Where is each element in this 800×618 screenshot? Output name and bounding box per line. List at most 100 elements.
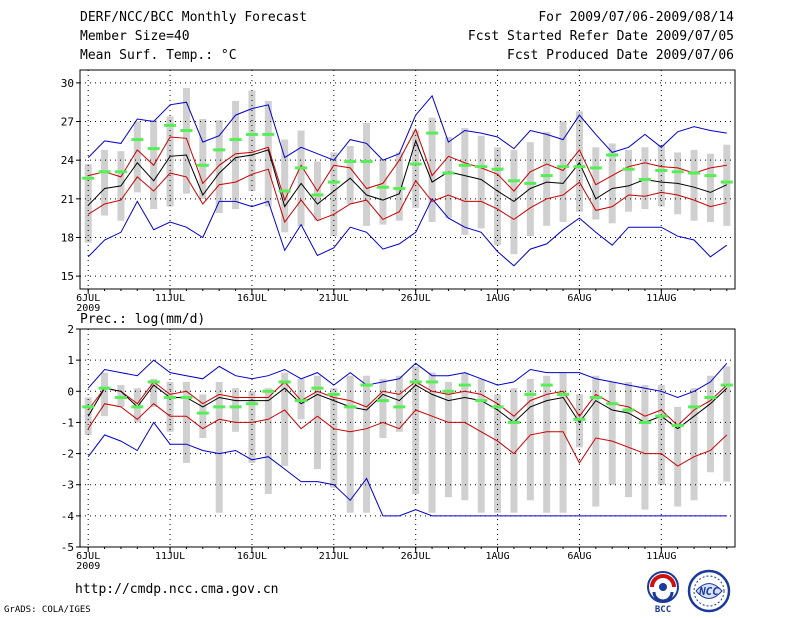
prec-box-bar (313, 375, 321, 470)
temp-line-min (87, 94, 727, 161)
prec-box-bar (379, 378, 387, 438)
source-url[interactable]: http://cmdp.ncc.cma.gov.cn (75, 582, 279, 597)
bcc-logo: BCC (647, 571, 679, 614)
temp-xtick-label: 6JUL (76, 293, 100, 304)
temp-box-bar (84, 164, 92, 243)
prec-box-bar (330, 388, 338, 488)
temp-ytick-label: 21 (61, 193, 74, 206)
prec-box-bar (510, 388, 518, 513)
prec-box-bar (412, 366, 420, 495)
prec-box-bar (281, 372, 289, 467)
temp-box-bar (346, 146, 354, 204)
temp-box-bar (281, 139, 289, 233)
prec-line-upper (87, 381, 728, 427)
forecast-produced-date: Fcst Produced Date 2009/07/06 (507, 48, 734, 63)
prec-box-bar (559, 372, 567, 513)
temp-ytick-label: 15 (61, 270, 74, 283)
prec-box-bar (166, 381, 174, 432)
prec-box-bar (625, 381, 633, 498)
prec-box-bar (248, 391, 256, 463)
temp-xtick-label: 11JUL (155, 293, 185, 304)
temp-box-bar (526, 142, 534, 237)
prec-ytick-label: 1 (67, 354, 74, 367)
prec-xtick-label: 21JUL (319, 551, 349, 562)
temp-box-bar (494, 147, 502, 246)
temp-ytick-label: 18 (61, 231, 74, 244)
prec-box-bar (232, 388, 240, 432)
temp-box-bar (379, 158, 387, 225)
prec-line-min (87, 421, 727, 517)
prec-xtick-sublabel: 2009 (76, 561, 100, 572)
temp-xtick-label: 26JUL (401, 293, 431, 304)
temp-box-bar (297, 130, 305, 226)
prec-ytick-label: -2 (61, 448, 74, 461)
temp-box-bar (477, 135, 485, 229)
temp-box-bar (101, 149, 109, 216)
prec-box-bar (641, 385, 649, 510)
temp-xtick-sublabel: 2009 (76, 303, 100, 314)
temp-box-bar (543, 131, 551, 226)
temp-box-bar (182, 88, 190, 194)
prec-box-bar (215, 381, 223, 513)
prec-box-bar (543, 375, 551, 513)
temp-ytick-label: 30 (61, 77, 74, 90)
temp-box-bar (199, 118, 207, 199)
temp-line-upper (88, 128, 727, 202)
prec-ytick-label: -3 (61, 479, 74, 492)
temp-line-max (87, 197, 728, 267)
prec-box-bar (477, 378, 485, 513)
prec-line-lower (87, 403, 728, 467)
temperature-title: Mean Surf. Temp.: °C (80, 48, 237, 63)
prec-box-bar (199, 394, 207, 438)
temp-box-bar (625, 149, 633, 212)
prec-xtick-label: 6JUL (76, 551, 100, 562)
temp-box-bar (559, 121, 567, 223)
temp-xtick-label: 11AUG (646, 293, 676, 304)
temp-ytick-label: 24 (61, 154, 75, 167)
ncc-logo-text: NCC (698, 585, 719, 598)
prec-box-bar (297, 378, 305, 420)
prec-frame (79, 328, 736, 548)
temp-line-lower (87, 168, 727, 224)
temp-ytick-label: 27 (61, 116, 74, 129)
temp-box-bar (592, 147, 600, 220)
temp-box-bar (264, 100, 272, 207)
grads-credit: GrADS: COLA/IGES (4, 605, 91, 615)
prec-box-bar (592, 375, 600, 507)
prec-box-bar (150, 378, 158, 407)
ncc-logo: NCC (687, 569, 731, 613)
prec-xtick-label: 6AUG (567, 551, 591, 562)
temp-xtick-label: 1AUG (486, 293, 510, 304)
prec-ytick-label: 2 (67, 323, 74, 336)
prec-xtick-label: 1AUG (486, 551, 510, 562)
temp-box-bar (412, 130, 420, 208)
temp-xtick-label: 21JUL (319, 293, 349, 304)
prec-ytick-label: 0 (67, 385, 74, 398)
temp-panel: 15 18 21 24 27 30 6JUL 11JUL 16JUL 21JUL 26JUL 1AUG… (61, 69, 736, 314)
temp-box-bar (444, 136, 452, 219)
temp-box-bar (330, 152, 338, 237)
prec-box-bar (526, 378, 534, 501)
prec-box-bar (723, 366, 731, 482)
temp-box-bar (215, 120, 223, 213)
prec-box-bar (575, 394, 583, 448)
prec-ytick-label: -1 (61, 416, 74, 429)
temp-box-bar (510, 149, 518, 255)
prec-box-bar (84, 397, 92, 435)
temp-box-bar (575, 111, 583, 212)
prec-box-bar (690, 388, 698, 501)
prec-box-bar (264, 388, 272, 495)
temp-xtick-label: 6AUG (567, 293, 591, 304)
temp-xtick-label: 16JUL (237, 293, 267, 304)
prec-box-bar (101, 372, 109, 417)
temp-box-bar (706, 153, 714, 223)
prec-box-bar (346, 375, 354, 513)
prec-line-mean (87, 384, 728, 430)
temp-box-bar (428, 117, 436, 223)
prec-xtick-label: 11JUL (155, 551, 185, 562)
prec-box-bar (706, 375, 714, 473)
temp-box-bar (395, 152, 403, 221)
prec-ytick-label: -5 (61, 541, 74, 554)
temp-line-mean (87, 139, 728, 208)
